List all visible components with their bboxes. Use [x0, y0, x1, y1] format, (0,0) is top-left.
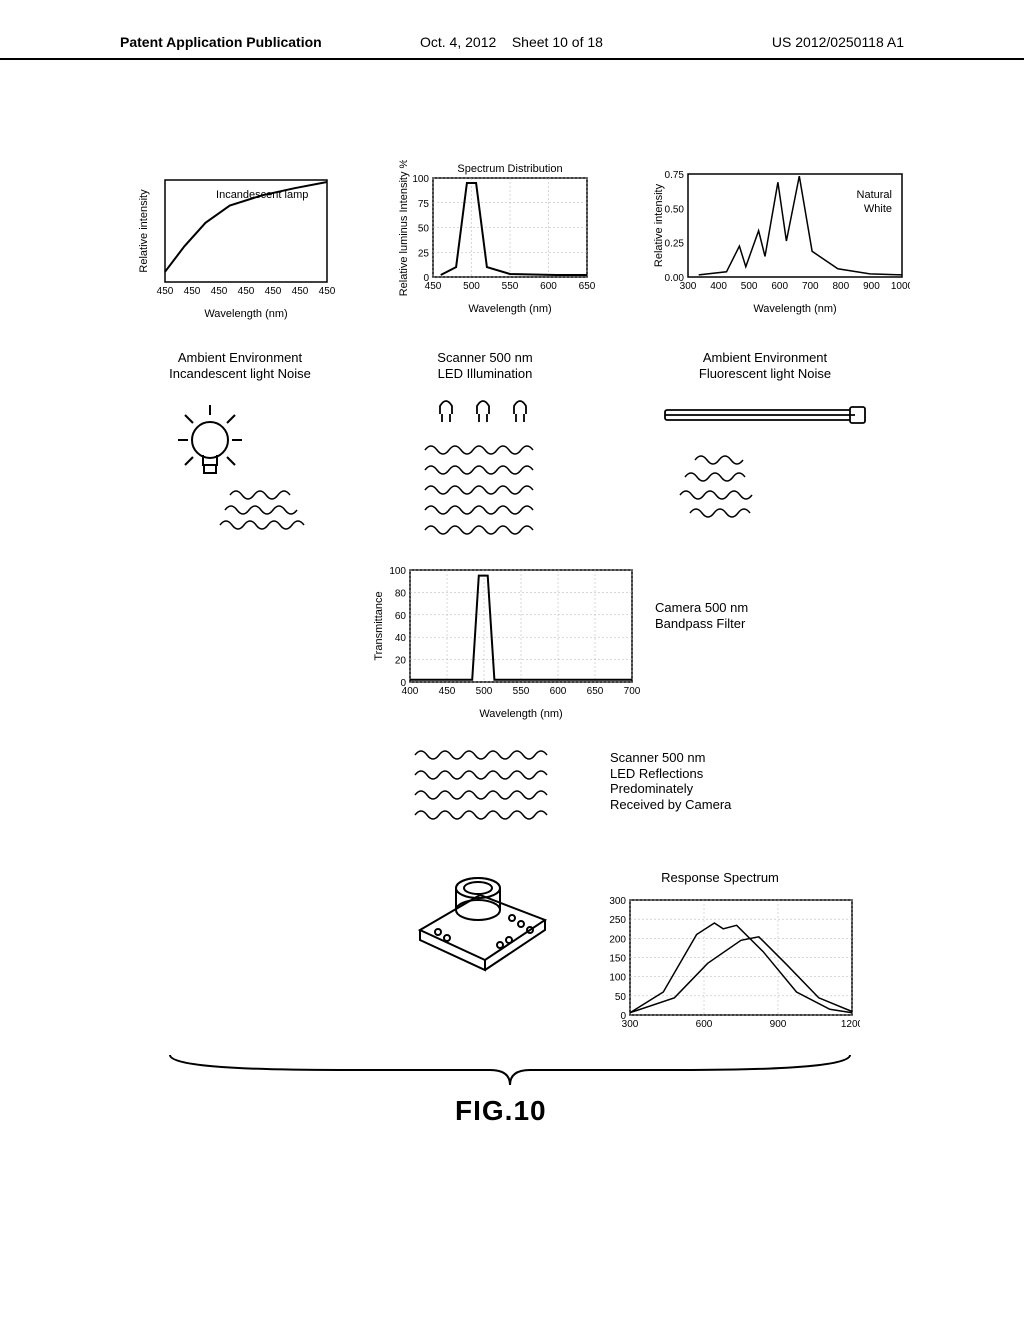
figure-number-label: FIG.10 [455, 1095, 547, 1127]
svg-text:100: 100 [412, 174, 429, 185]
svg-text:250: 250 [609, 915, 626, 926]
svg-text:400: 400 [710, 281, 727, 292]
svg-text:550: 550 [513, 686, 530, 697]
svg-text:Relative intensity: Relative intensity [653, 183, 665, 267]
svg-text:650: 650 [587, 686, 604, 697]
svg-text:600: 600 [771, 281, 788, 292]
svg-text:Wavelength (nm): Wavelength (nm) [479, 708, 562, 720]
svg-text:500: 500 [463, 281, 480, 292]
svg-text:300: 300 [680, 281, 697, 292]
svg-text:450: 450 [184, 286, 201, 297]
header-date: Oct. 4, 2012 [420, 34, 496, 50]
svg-text:450: 450 [211, 286, 228, 297]
svg-text:0.75: 0.75 [665, 170, 685, 181]
svg-text:300: 300 [622, 1019, 639, 1030]
chart-incandescent: 450450450450450450450Wavelength (nm)Rela… [135, 170, 335, 320]
svg-text:900: 900 [863, 281, 880, 292]
svg-text:450: 450 [292, 286, 309, 297]
svg-text:450: 450 [425, 281, 442, 292]
svg-text:50: 50 [615, 992, 627, 1003]
svg-text:500: 500 [741, 281, 758, 292]
label-scanner-led: Scanner 500 nm LED Illumination [400, 350, 570, 381]
svg-text:500: 500 [476, 686, 493, 697]
chart-bandpass: 020406080100400450500550600650700Wavelen… [370, 560, 640, 720]
label-scanner-reflections: Scanner 500 nm LED Reflections Predomina… [610, 750, 770, 812]
bulb-icon [170, 395, 340, 550]
svg-text:40: 40 [395, 633, 407, 644]
label-ambient-incandescent: Ambient Environment Incandescent light N… [140, 350, 340, 381]
svg-text:Relative luminus Intensity %: Relative luminus Intensity % [398, 160, 410, 296]
fluorescent-tube-icon [655, 405, 875, 550]
svg-text:450: 450 [319, 286, 335, 297]
chart-natural-white: 0.000.250.500.75300400500600700800900100… [650, 160, 910, 315]
svg-text:60: 60 [395, 611, 407, 622]
chart-spectrum-distribution: 0255075100450500550600650Wavelength (nm)… [395, 160, 595, 315]
svg-text:Transmittance: Transmittance [373, 591, 385, 660]
svg-text:Wavelength (nm): Wavelength (nm) [753, 303, 836, 315]
chart-response-spectrum: 0501001502002503003006009001200 [590, 890, 860, 1040]
svg-text:700: 700 [624, 686, 640, 697]
figure-area: 450450450450450450450Wavelength (nm)Rela… [100, 160, 924, 1160]
svg-text:650: 650 [579, 281, 595, 292]
svg-text:900: 900 [770, 1019, 787, 1030]
svg-text:800: 800 [833, 281, 850, 292]
svg-text:100: 100 [389, 566, 406, 577]
led-array-icon [405, 395, 565, 550]
svg-text:Relative intensity: Relative intensity [138, 189, 150, 273]
svg-text:600: 600 [696, 1019, 713, 1030]
svg-text:600: 600 [550, 686, 567, 697]
svg-text:300: 300 [609, 896, 626, 907]
label-response-spectrum: Response Spectrum [630, 870, 810, 886]
svg-text:450: 450 [157, 286, 174, 297]
svg-text:50: 50 [418, 224, 430, 235]
svg-text:Incandescent lamp: Incandescent lamp [216, 189, 308, 201]
svg-text:150: 150 [609, 954, 626, 965]
header-mid: Oct. 4, 2012 Sheet 10 of 18 [420, 34, 603, 50]
svg-text:100: 100 [609, 973, 626, 984]
svg-text:White: White [864, 203, 892, 215]
svg-text:80: 80 [395, 588, 407, 599]
svg-text:20: 20 [395, 656, 407, 667]
svg-text:700: 700 [802, 281, 819, 292]
header-right: US 2012/0250118 A1 [772, 34, 904, 50]
svg-text:Natural: Natural [857, 189, 892, 201]
svg-text:600: 600 [540, 281, 557, 292]
svg-text:Spectrum Distribution: Spectrum Distribution [457, 163, 562, 175]
bottom-brace [160, 1050, 860, 1095]
svg-text:450: 450 [265, 286, 282, 297]
camera-pcb-icon [400, 860, 560, 995]
header-sheet: Sheet 10 of 18 [512, 34, 603, 50]
svg-text:0.50: 0.50 [665, 204, 685, 215]
header-left: Patent Application Publication [120, 34, 322, 50]
svg-text:Wavelength (nm): Wavelength (nm) [468, 303, 551, 315]
svg-text:400: 400 [402, 686, 419, 697]
svg-text:Wavelength (nm): Wavelength (nm) [204, 308, 287, 320]
svg-text:0.25: 0.25 [665, 239, 685, 250]
filtered-waves-icon [405, 740, 585, 845]
svg-text:1000: 1000 [891, 281, 910, 292]
svg-text:75: 75 [418, 199, 430, 210]
page-header: Patent Application Publication Oct. 4, 2… [0, 30, 1024, 60]
svg-text:1200: 1200 [841, 1019, 860, 1030]
svg-text:25: 25 [418, 248, 430, 259]
svg-text:450: 450 [238, 286, 255, 297]
label-ambient-fluorescent: Ambient Environment Fluorescent light No… [655, 350, 875, 381]
label-bandpass: Camera 500 nm Bandpass Filter [655, 600, 795, 631]
svg-text:550: 550 [502, 281, 519, 292]
svg-text:200: 200 [609, 934, 626, 945]
svg-text:450: 450 [439, 686, 456, 697]
